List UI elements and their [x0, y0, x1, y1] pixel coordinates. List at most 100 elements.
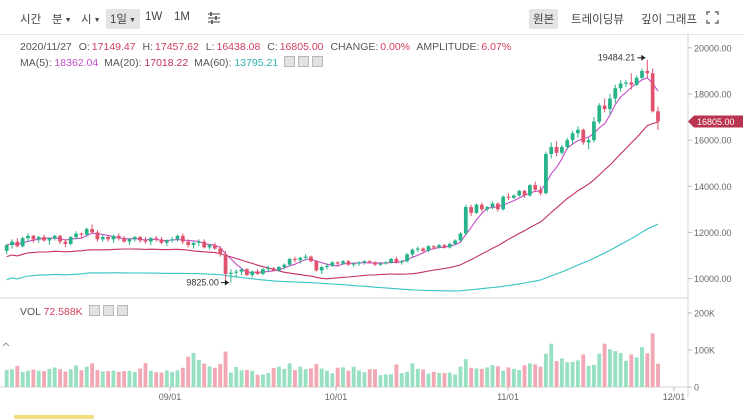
volume-bar	[170, 371, 175, 387]
volume-bar	[474, 368, 479, 387]
volume-bar	[629, 354, 634, 387]
volume-bar	[656, 363, 660, 387]
volume-bar	[586, 365, 591, 387]
original-view-tab[interactable]: 원본	[529, 9, 559, 29]
candle-body	[52, 235, 57, 239]
candle-body	[10, 241, 14, 246]
price-tick-label: 18000.00	[694, 89, 732, 99]
volume-bar	[463, 359, 468, 387]
candle-body	[458, 233, 463, 241]
volume-bar	[287, 363, 292, 387]
minute-dropdown[interactable]: 분 ▼	[52, 11, 72, 27]
day-dropdown[interactable]: 1일 ▼	[106, 9, 140, 29]
candle-body	[74, 233, 78, 238]
volume-bar	[36, 370, 41, 387]
volume-bar	[479, 368, 484, 387]
volume-bar	[469, 367, 474, 387]
high-value: 17457.62	[155, 41, 199, 53]
volume-bar	[597, 353, 602, 387]
depth-chart-tab[interactable]: 깊이 그래프	[641, 14, 698, 26]
volume-bar	[549, 343, 554, 387]
volume-bar	[495, 366, 500, 387]
time-button[interactable]: 시간	[20, 14, 42, 26]
open-value: 17149.47	[91, 41, 136, 53]
remove-volume-icon[interactable]	[116, 305, 128, 316]
candle-body	[469, 207, 474, 213]
candle-body	[175, 235, 180, 240]
hide-indicator-icon[interactable]	[284, 56, 296, 67]
candle-body	[479, 204, 484, 210]
scroll-indicator[interactable]	[14, 415, 94, 419]
ma20-value: 17018.22	[144, 57, 189, 69]
volume-bar	[111, 370, 116, 387]
volume-bar	[293, 369, 297, 387]
high-arrow-icon	[641, 54, 646, 61]
tradingview-tab[interactable]: 트레이딩뷰	[571, 14, 624, 26]
volume-bar	[410, 363, 415, 387]
hour-dropdown[interactable]: 시 ▼	[81, 11, 101, 27]
candle-body	[239, 269, 244, 272]
candle-body	[218, 248, 223, 255]
volume-bar	[373, 369, 377, 387]
week-button[interactable]: 1W	[145, 11, 163, 23]
volume-tick-label: 100K	[694, 346, 715, 356]
volume-bar	[458, 366, 463, 387]
candle-body	[506, 196, 511, 198]
volume-bar	[47, 368, 52, 387]
indicator-settings-icon[interactable]	[298, 56, 310, 67]
candle-body	[410, 249, 415, 255]
candle-body	[346, 261, 351, 265]
candle-body	[362, 261, 367, 263]
candle-body	[207, 245, 212, 248]
volume-bar	[319, 368, 324, 387]
volume-bar	[335, 367, 340, 387]
price-tick-label: 12000.00	[694, 228, 732, 238]
time-tick-label: 10/01	[325, 392, 348, 402]
volume-bar	[122, 371, 127, 387]
candle-body	[522, 190, 527, 196]
fullscreen-icon[interactable]	[706, 11, 719, 24]
month-button[interactable]: 1M	[174, 11, 190, 23]
candle-body	[442, 245, 447, 248]
hide-volume-icon[interactable]	[88, 305, 100, 316]
settings-sliders-icon[interactable]	[207, 12, 221, 24]
volume-bar	[106, 371, 111, 387]
volume-tick-label: 0	[694, 383, 699, 393]
candle-body	[20, 238, 25, 247]
volume-bar	[650, 333, 655, 387]
volume-bar	[613, 351, 618, 387]
candle-body	[202, 241, 207, 248]
volume-bar	[250, 370, 255, 387]
volume-bar	[399, 373, 404, 387]
candle-body	[287, 258, 292, 265]
volume-bar	[282, 368, 287, 387]
ohlc-info-row: 2020/11/27 O: 17149.47 H: 17457.62 L: 16438…	[20, 41, 515, 53]
volume-bar	[522, 365, 527, 387]
high-label: H:	[142, 41, 154, 53]
volume-bar	[42, 371, 46, 387]
candle-body	[309, 256, 313, 262]
volume-bar	[234, 367, 239, 387]
volume-bar	[362, 372, 367, 387]
candle-body	[68, 237, 73, 244]
candle-body	[164, 240, 169, 243]
volume-label: VOL	[20, 306, 41, 318]
candle-body	[261, 269, 265, 274]
volume-settings-icon[interactable]	[102, 305, 114, 316]
chart-toolbar: 시간 분 ▼ 시 ▼ 1일 ▼ 1W 1M 원본 트레이딩뷰 깊이 그래프	[0, 0, 743, 35]
candle-body	[148, 238, 153, 242]
volume-bar	[68, 369, 73, 387]
candle-body	[138, 237, 143, 241]
candle-body	[100, 237, 105, 240]
volume-bar	[618, 352, 623, 387]
candle-body	[538, 189, 543, 194]
remove-indicator-icon[interactable]	[312, 56, 324, 67]
volume-bar	[640, 347, 644, 387]
candle-body	[576, 129, 580, 134]
close-value: 16805.00	[279, 41, 324, 53]
volume-bar	[26, 370, 30, 387]
candle-body	[298, 257, 303, 261]
volume-bar	[442, 372, 447, 387]
volume-bar	[186, 356, 191, 387]
